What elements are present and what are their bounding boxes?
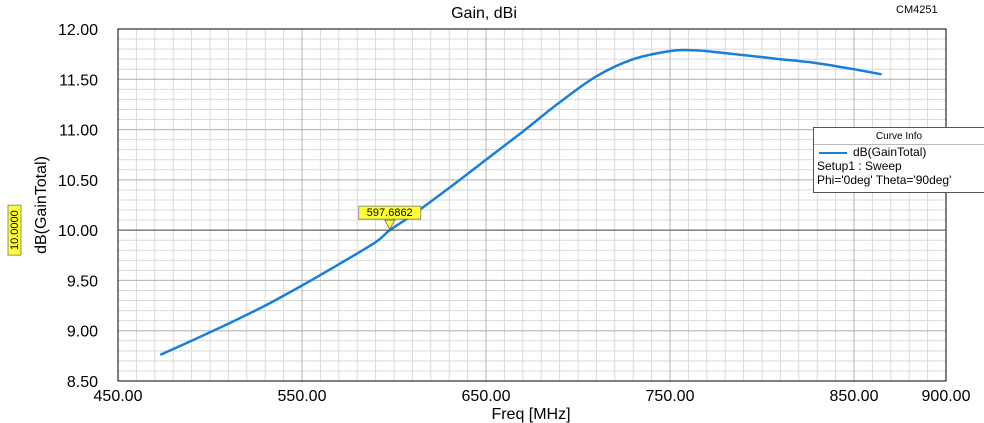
x-tick-label: 750.00 xyxy=(646,388,695,405)
legend-entry-setup: Setup1 : Sweep xyxy=(817,159,902,173)
x-tick-label: 450.00 xyxy=(94,388,143,405)
legend-title: Curve Info xyxy=(814,131,984,145)
marker-y-value: 10.0000 xyxy=(9,210,21,250)
design-badge: CM4251 xyxy=(896,4,938,16)
marker-y-box xyxy=(7,204,22,256)
legend-entry-series: dB(GainTotal) xyxy=(814,145,984,159)
y-tick-label: 10.50 xyxy=(58,173,98,190)
plot-area xyxy=(117,28,947,382)
y-tick-label: 10.00 xyxy=(58,223,98,240)
marker-pointer xyxy=(384,219,396,230)
x-tick-labels: 450.00 550.00 650.00 750.00 850.00 900.00 xyxy=(94,388,971,405)
marker-box xyxy=(358,205,422,220)
y-tick-labels: 8.50 9.00 9.50 10.00 10.50 11.00 11.50 12.00 xyxy=(58,22,98,391)
y-axis-label: dB(GainTotal) xyxy=(33,156,50,254)
chart-title: Gain, dBi xyxy=(451,5,517,22)
legend-entry-label: dB(GainTotal) xyxy=(853,145,927,159)
x-tick-label: 550.00 xyxy=(278,388,327,405)
plot-grid xyxy=(117,28,947,382)
legend-entry-angles: Phi='0deg' Theta='90deg' xyxy=(817,173,952,187)
y-tick-label: 11.50 xyxy=(59,72,98,89)
marker-group[interactable]: 597.6862 10.0000 xyxy=(7,204,946,256)
x-tick-label: 900.00 xyxy=(922,388,971,405)
y-tick-label: 11.00 xyxy=(59,123,98,140)
legend-line-swatch xyxy=(819,151,847,154)
y-tick-label: 9.50 xyxy=(67,273,98,290)
marker-x-value: 597.6862 xyxy=(367,207,413,219)
series-group xyxy=(159,48,882,357)
y-tick-label: 9.00 xyxy=(67,324,98,341)
x-tick-label: 650.00 xyxy=(462,388,511,405)
x-axis-label: Freq [MHz] xyxy=(491,406,570,423)
y-tick-label: 12.00 xyxy=(58,22,98,39)
y-tick-label: 8.50 xyxy=(67,374,98,391)
series-line-gain xyxy=(159,48,882,357)
curve-info-legend[interactable]: Curve Info dB(GainTotal) Setup1 : Sweep … xyxy=(813,127,984,193)
x-tick-label: 850.00 xyxy=(830,388,879,405)
